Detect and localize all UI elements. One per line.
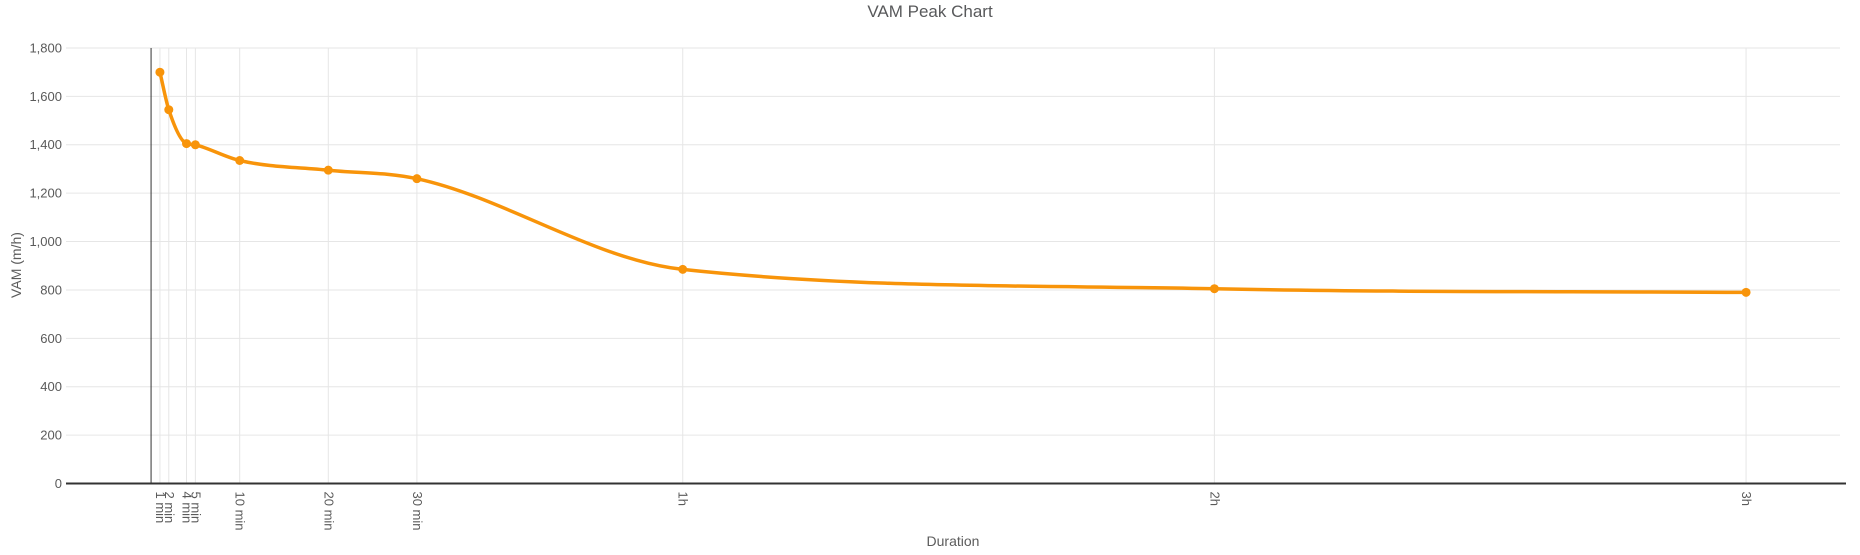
x-tick-label: 30 min bbox=[410, 492, 425, 531]
series-line bbox=[158, 70, 1748, 295]
data-point[interactable] bbox=[1741, 287, 1751, 297]
y-tick-label: 800 bbox=[40, 282, 62, 297]
x-tick-label: 20 min bbox=[321, 492, 336, 531]
data-point[interactable] bbox=[412, 174, 422, 184]
chart-title: VAM Peak Chart bbox=[867, 2, 993, 21]
y-tick-label: 1,400 bbox=[29, 137, 62, 152]
data-point[interactable] bbox=[190, 140, 200, 150]
x-tick-label: 1 min bbox=[153, 492, 168, 524]
data-point[interactable] bbox=[182, 139, 192, 149]
y-tick-label: 1,600 bbox=[29, 89, 62, 104]
y-tick-label: 600 bbox=[40, 331, 62, 346]
y-tick-label: 1,800 bbox=[29, 40, 62, 55]
x-tick-label: 2h bbox=[1207, 492, 1222, 506]
y-axis-title: VAM (m/h) bbox=[8, 232, 24, 298]
y-tick-label: 400 bbox=[40, 379, 62, 394]
x-tick-label: 4 min bbox=[180, 492, 195, 524]
data-point[interactable] bbox=[164, 105, 174, 115]
y-tick-label: 1,000 bbox=[29, 234, 62, 249]
x-tick-label: 3h bbox=[1739, 492, 1754, 506]
x-tick-label: 5 min bbox=[188, 492, 203, 524]
x-tick-label: 2 min bbox=[162, 492, 177, 524]
x-tick-label: 1h bbox=[676, 492, 691, 506]
x-axis-title: Duration bbox=[926, 533, 980, 549]
x-tick-label: 10 min bbox=[233, 492, 248, 531]
data-point[interactable] bbox=[678, 264, 688, 274]
y-tick-label: 0 bbox=[55, 476, 62, 491]
data-point[interactable] bbox=[323, 165, 333, 175]
y-tick-label: 1,200 bbox=[29, 186, 62, 201]
data-point[interactable] bbox=[155, 67, 165, 77]
data-point[interactable] bbox=[235, 156, 245, 166]
y-tick-label: 200 bbox=[40, 428, 62, 443]
data-point[interactable] bbox=[1209, 284, 1219, 294]
